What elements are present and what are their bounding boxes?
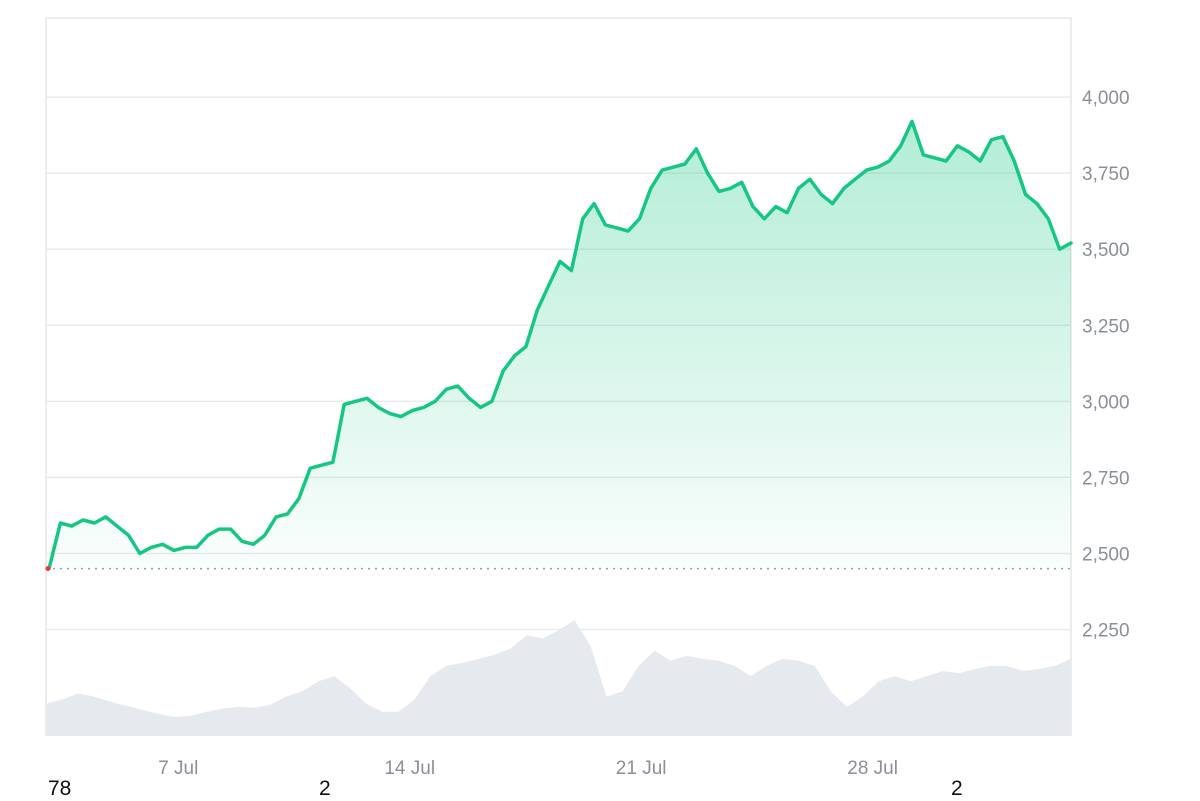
y-tick-label: 2,250	[1082, 621, 1130, 642]
start-marker	[45, 566, 51, 572]
volume-area	[46, 620, 1071, 736]
price-line[interactable]	[45, 119, 1073, 572]
price-area-fill	[49, 121, 1071, 569]
price-line-path[interactable]	[47, 119, 1073, 571]
y-tick-label: 4,000	[1082, 88, 1130, 109]
x-tick-label: 28 Jul	[847, 758, 898, 779]
y-axis-ticks: 4,000 3,750 3,500 3,250 3,000 2,750 2,500 2,250	[1082, 88, 1130, 641]
y-tick-label: 3,500	[1082, 240, 1130, 261]
x-tick-label: 21 Jul	[616, 758, 667, 779]
price-area	[49, 121, 1071, 569]
y-tick-label: 2,500	[1082, 544, 1130, 565]
y-tick-label: 3,250	[1082, 316, 1130, 337]
x-axis-ticks: 7 Jul 14 Jul 21 Jul 28 Jul	[158, 758, 898, 779]
volume-series	[46, 620, 1071, 736]
footer-label-left: 78	[48, 777, 72, 800]
y-tick-label: 3,750	[1082, 164, 1130, 185]
y-tick-label: 3,000	[1082, 392, 1130, 413]
y-tick-label: 2,750	[1082, 468, 1130, 489]
footer-label-right: 2	[951, 777, 963, 800]
x-tick-label: 7 Jul	[158, 758, 198, 779]
x-tick-label: 14 Jul	[384, 758, 435, 779]
footer-label-middle: 2	[319, 777, 331, 800]
